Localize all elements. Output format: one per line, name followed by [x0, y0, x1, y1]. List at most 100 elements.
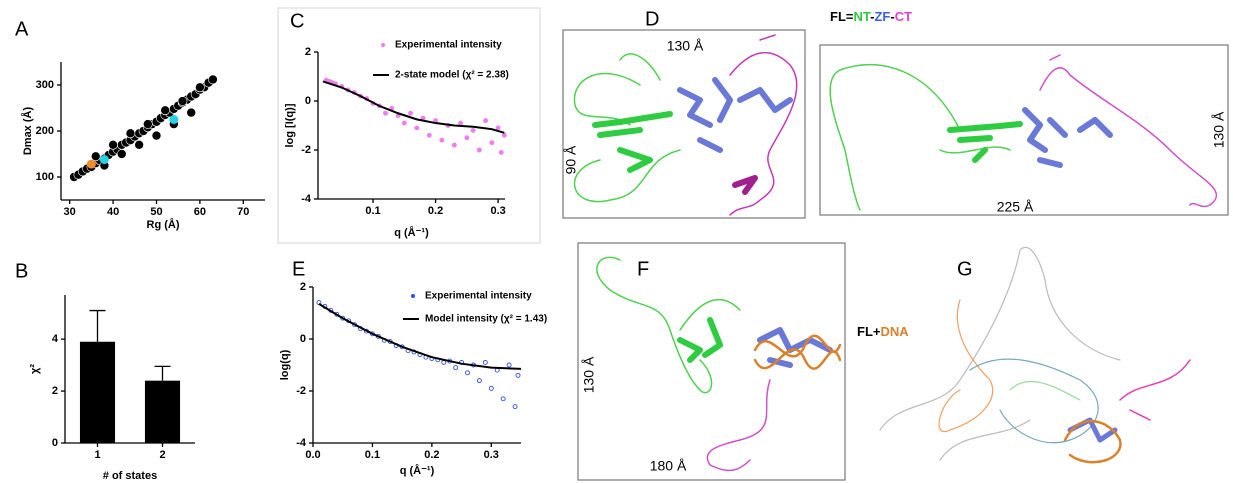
dimension-label: 130 Å — [1211, 111, 1227, 148]
dimension-label: 130 Å — [581, 356, 597, 393]
data-point — [186, 107, 197, 118]
panel-frame — [819, 44, 1229, 216]
data-point — [90, 151, 101, 162]
legend-part: - — [870, 9, 874, 24]
x-tick-label: 0.0 — [305, 449, 320, 461]
y-tick-label: -4 — [296, 437, 307, 449]
x-axis-label: Rg (Å) — [147, 218, 180, 231]
data-point — [498, 149, 504, 155]
y-tick-label: 0 — [300, 333, 306, 345]
x-tick-label: 2 — [159, 449, 165, 461]
x-tick-label: 50 — [150, 206, 162, 218]
x-tick-label: 0.2 — [424, 449, 439, 461]
data-point — [134, 140, 144, 150]
x-tick-label: 0.3 — [490, 205, 505, 217]
data-point — [515, 372, 521, 378]
data-point — [489, 140, 495, 146]
legend-part: FL+ — [857, 324, 881, 339]
data-point — [143, 119, 153, 129]
data-point — [501, 132, 507, 138]
data-point — [177, 96, 188, 106]
panel-label: A — [15, 18, 29, 40]
protein-structure — [573, 34, 798, 216]
x-tick-label: 40 — [107, 206, 119, 218]
legend-label: Experimental intensity — [425, 291, 532, 302]
panel-label: D — [645, 8, 659, 30]
model-line — [322, 80, 505, 134]
y-axis-label: log(q) — [279, 349, 291, 380]
y-axis-label: χ² — [29, 364, 41, 374]
y-tick-label: -2 — [301, 144, 311, 156]
legend-part: FL= — [830, 9, 854, 24]
dimension-label: 90 Å — [563, 145, 579, 174]
legend-label: Experimental intensity — [395, 40, 502, 51]
x-tick-label: 60 — [194, 206, 206, 218]
legend-part: ZF — [874, 9, 890, 24]
data-point — [195, 82, 205, 93]
x-tick-label: 0.2 — [428, 205, 443, 217]
x-axis-label: # of states — [103, 470, 157, 482]
legend-part: - — [890, 9, 894, 24]
composition-legend: FL+DNA — [857, 324, 909, 339]
protein-structure — [596, 256, 842, 472]
highlight-point — [169, 115, 179, 124]
x-tick-label: 0.3 — [484, 449, 499, 461]
data-point — [476, 378, 482, 384]
legend-swatch — [411, 294, 415, 298]
data-point — [482, 359, 488, 365]
panel-frame — [562, 29, 806, 219]
highlight-point — [86, 159, 96, 169]
legend-label: 2-state model (χ² = 2.38) — [395, 70, 509, 81]
data-point — [512, 404, 518, 410]
data-point — [426, 132, 432, 138]
y-tick-label: 2 — [300, 281, 306, 293]
error-bar — [89, 309, 106, 342]
data-point — [506, 362, 512, 368]
legend-part: DNA — [880, 324, 909, 339]
panel-label: B — [15, 260, 28, 282]
legend-part: NT — [853, 9, 870, 24]
panel-frame — [577, 242, 846, 481]
y-axis-label: log [I(q)] — [284, 103, 296, 147]
data-point — [488, 385, 494, 391]
y-axis-label: Dmax (Å) — [21, 107, 34, 156]
panel-label: E — [292, 258, 305, 280]
data-point — [116, 149, 127, 159]
highlight-point — [99, 155, 109, 165]
y-tick-label: 4 — [52, 333, 59, 345]
data-point — [408, 110, 414, 116]
y-tick-label: 2 — [52, 385, 58, 397]
x-tick-label: 30 — [64, 206, 76, 218]
protein-structure — [879, 246, 1191, 464]
y-tick-label: -4 — [301, 193, 312, 205]
data-point — [476, 147, 482, 153]
legend-part: CT — [895, 9, 912, 24]
legend-label: Model intensity (χ² = 1.43) — [425, 314, 547, 325]
data-point — [151, 130, 162, 141]
dimension-label: 225 Å — [997, 199, 1034, 215]
panel-label: G — [957, 258, 973, 280]
y-tick-label: 0 — [305, 95, 311, 107]
data-point — [453, 365, 459, 371]
panel-frame — [277, 7, 541, 244]
x-tick-label: 70 — [237, 206, 249, 218]
data-point — [458, 120, 464, 126]
data-point — [495, 125, 501, 131]
data-point — [470, 127, 476, 133]
protein-structure — [829, 54, 1218, 211]
data-point — [160, 105, 170, 116]
data-point — [383, 110, 388, 116]
error-bar — [154, 365, 171, 381]
y-tick-label: -2 — [296, 385, 306, 397]
data-point — [439, 137, 445, 143]
x-tick-label: 1 — [94, 449, 100, 461]
y-tick-label: 300 — [36, 79, 54, 91]
x-tick-label: 0.1 — [365, 205, 380, 217]
data-point — [401, 120, 407, 126]
data-point — [464, 135, 470, 141]
x-axis-label: q (Å⁻¹) — [394, 226, 429, 239]
data-point — [208, 74, 218, 85]
x-tick-label: 0.1 — [365, 449, 380, 461]
